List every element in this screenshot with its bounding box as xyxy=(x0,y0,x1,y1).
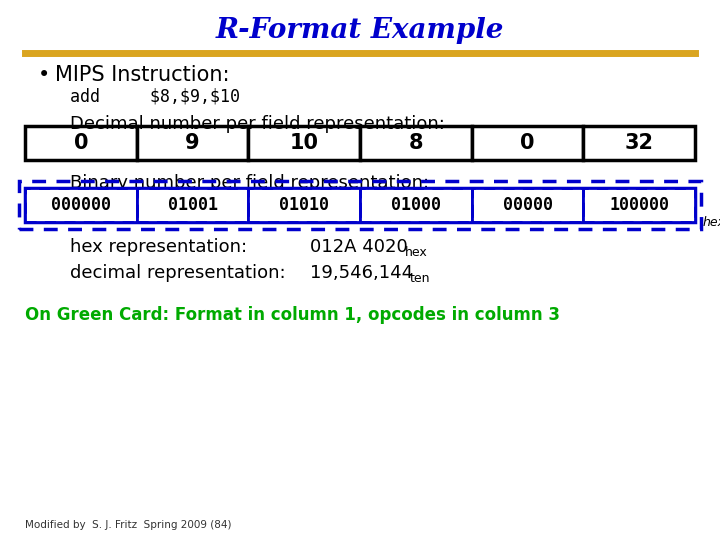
Text: R-Format Example: R-Format Example xyxy=(216,17,504,44)
Bar xyxy=(472,188,583,222)
Bar xyxy=(583,188,695,222)
Text: •: • xyxy=(38,65,50,85)
Bar xyxy=(583,188,695,222)
Text: 100000: 100000 xyxy=(609,196,669,214)
Text: add     $8,$9,$10: add $8,$9,$10 xyxy=(70,88,240,106)
Text: hex: hex xyxy=(703,216,720,229)
Text: Binary number per field representation:: Binary number per field representation: xyxy=(70,174,429,192)
Text: 01001: 01001 xyxy=(168,196,217,214)
Text: 01000: 01000 xyxy=(391,196,441,214)
Text: Modified by  S. J. Fritz  Spring 2009 (84): Modified by S. J. Fritz Spring 2009 (84) xyxy=(25,520,232,530)
Text: 0: 0 xyxy=(521,133,535,153)
Text: MIPS Instruction:: MIPS Instruction: xyxy=(55,65,230,85)
Bar xyxy=(360,188,472,222)
Bar xyxy=(137,126,248,160)
Text: decimal representation:: decimal representation: xyxy=(70,264,286,282)
Bar xyxy=(137,188,248,222)
Bar xyxy=(472,126,583,160)
Text: 000000: 000000 xyxy=(51,196,111,214)
Text: 19,546,144: 19,546,144 xyxy=(310,264,413,282)
Text: 32: 32 xyxy=(625,133,654,153)
Text: hex: hex xyxy=(405,246,428,259)
Bar xyxy=(25,126,137,160)
Bar xyxy=(25,188,137,222)
Text: Decimal number per field representation:: Decimal number per field representation: xyxy=(70,115,445,133)
Text: 10: 10 xyxy=(289,133,319,153)
Bar xyxy=(248,188,360,222)
Bar xyxy=(360,126,472,160)
Bar xyxy=(19,181,701,229)
Bar xyxy=(472,188,583,222)
Bar xyxy=(248,126,360,160)
Text: 00000: 00000 xyxy=(503,196,552,214)
Bar xyxy=(360,188,472,222)
Text: 8: 8 xyxy=(408,133,423,153)
Bar xyxy=(25,188,695,222)
Bar xyxy=(137,188,248,222)
Text: ten: ten xyxy=(410,272,431,285)
Text: hex representation:: hex representation: xyxy=(70,238,247,256)
Text: 9: 9 xyxy=(185,133,200,153)
Text: 012A 4020: 012A 4020 xyxy=(310,238,408,256)
Bar xyxy=(583,126,695,160)
Text: 0: 0 xyxy=(73,133,88,153)
Bar xyxy=(248,188,360,222)
Text: On Green Card: Format in column 1, opcodes in column 3: On Green Card: Format in column 1, opcod… xyxy=(25,306,560,324)
Bar xyxy=(25,188,137,222)
Text: 01010: 01010 xyxy=(279,196,329,214)
